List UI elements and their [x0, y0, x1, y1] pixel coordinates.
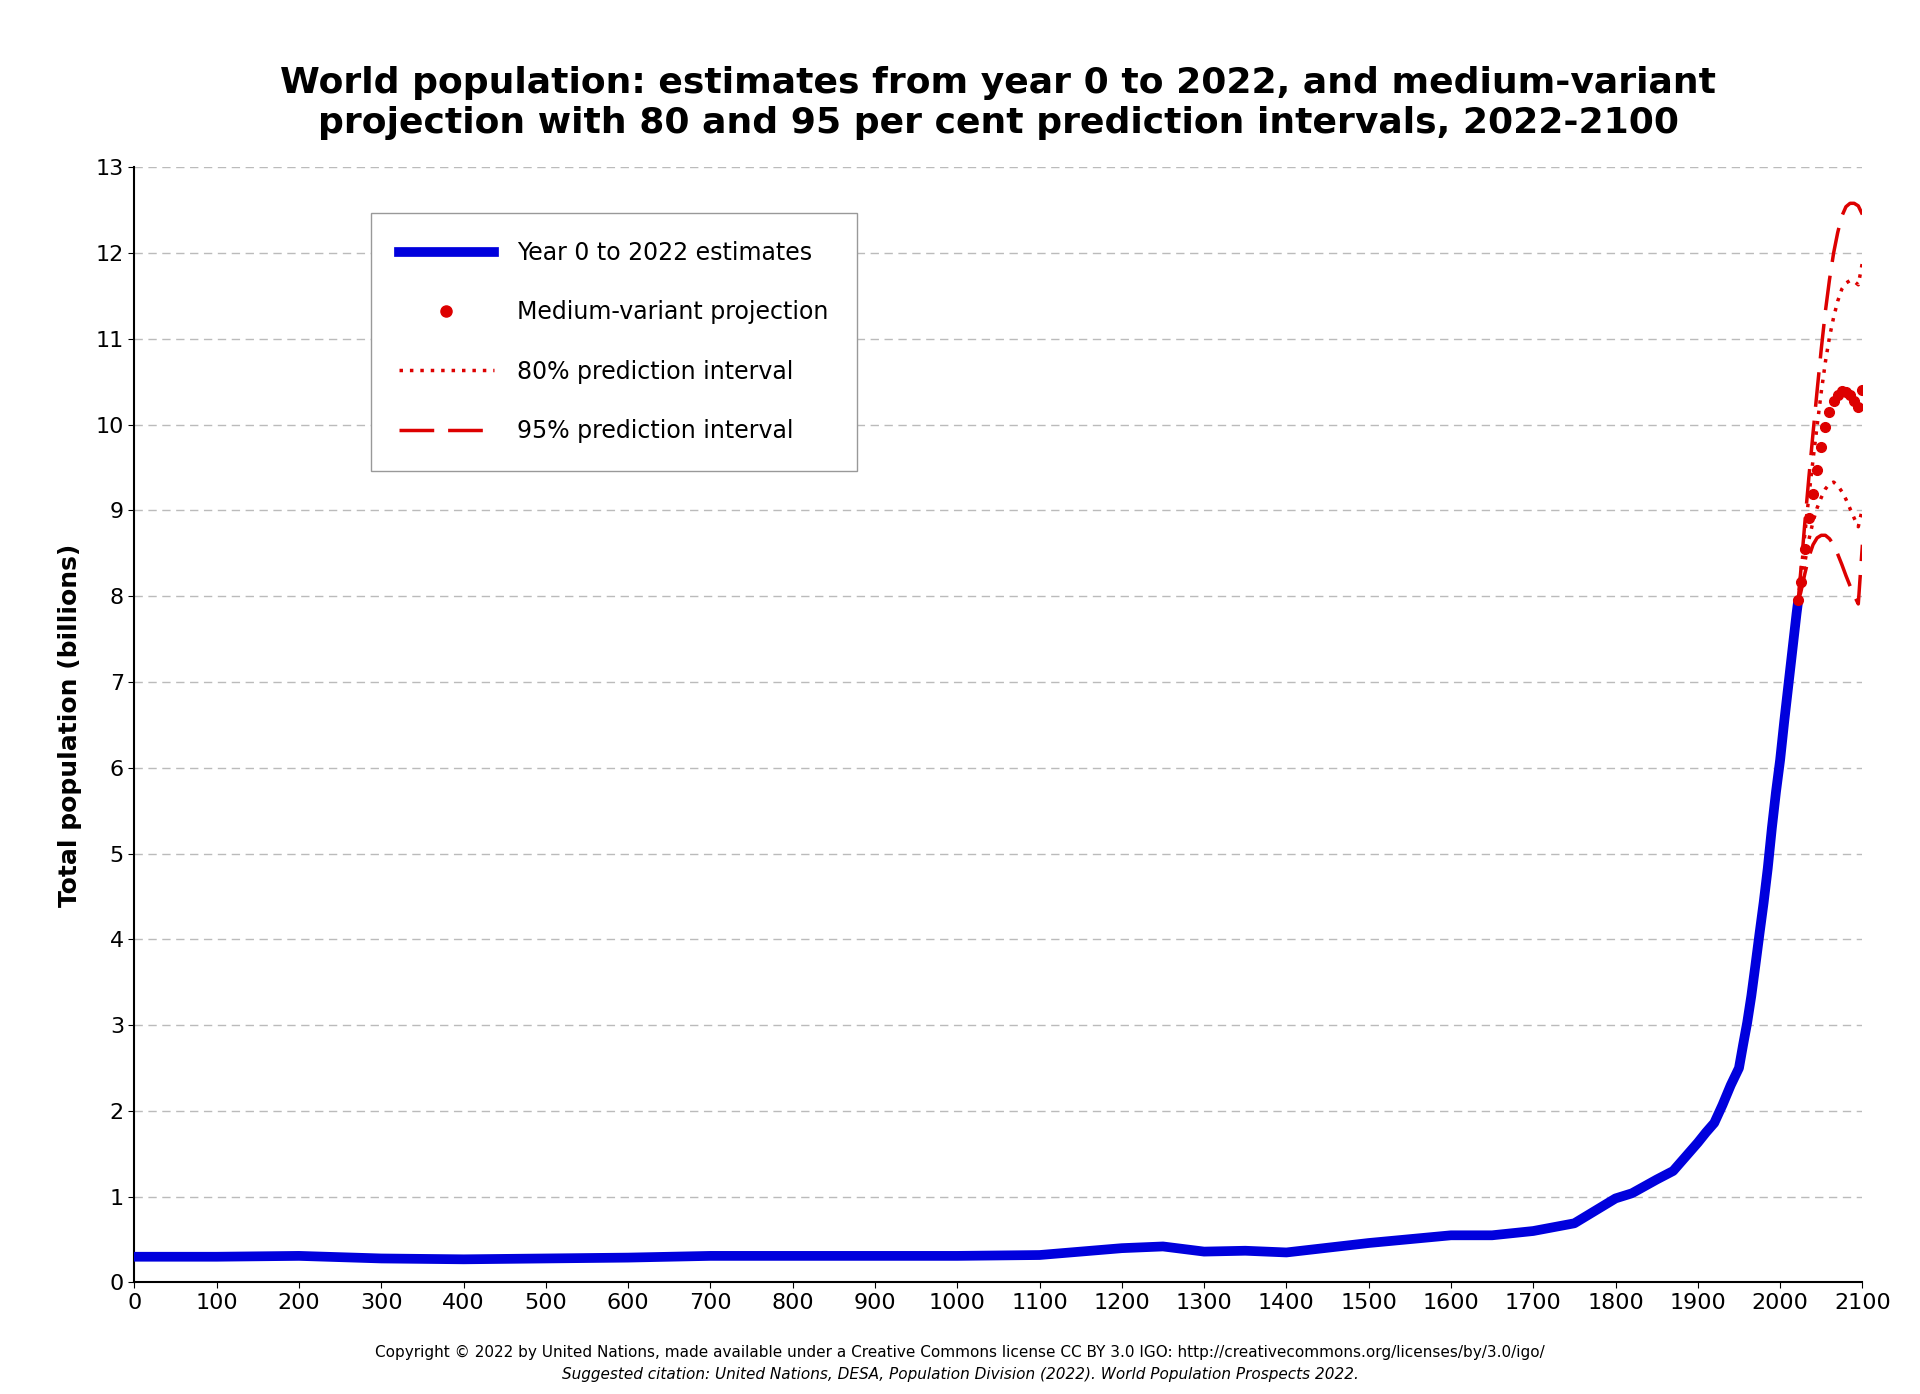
Legend: Year 0 to 2022 estimates, Medium-variant projection, 80% prediction interval, 95: Year 0 to 2022 estimates, Medium-variant…: [371, 212, 856, 471]
Text: Copyright © 2022 by United Nations, made available under a Creative Commons lice: Copyright © 2022 by United Nations, made…: [374, 1345, 1546, 1359]
Title: World population: estimates from year 0 to 2022, and medium-variant
projection w: World population: estimates from year 0 …: [280, 66, 1716, 139]
Y-axis label: Total population (billions): Total population (billions): [58, 544, 83, 906]
Text: Suggested citation: United Nations, DESA, Population Division (2022). World Popu: Suggested citation: United Nations, DESA…: [561, 1368, 1359, 1381]
